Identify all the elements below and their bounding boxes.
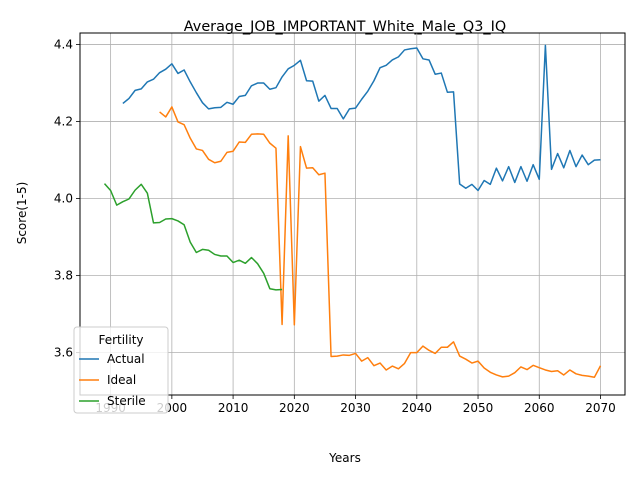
- series-line-actual: [122, 44, 601, 192]
- x-tick-label: 2050: [463, 401, 494, 415]
- x-axis-label: Years: [328, 451, 361, 465]
- grid: [80, 33, 625, 395]
- y-tick-label: 4.4: [54, 38, 73, 52]
- plot-frame: [79, 32, 626, 396]
- y-axis-label: Score(1-5): [15, 182, 29, 245]
- series-line-ideal: [159, 106, 602, 379]
- x-tick-label: 2010: [218, 401, 249, 415]
- series-line-sterile: [103, 183, 283, 291]
- legend-box: [73, 326, 169, 414]
- y-tick-label: 4.2: [54, 115, 73, 129]
- y-tick-label: 3.8: [54, 269, 73, 283]
- x-tick-label: 2040: [402, 401, 433, 415]
- legend-label-ideal: Ideal: [107, 373, 136, 387]
- y-tick-label: 3.6: [54, 346, 73, 360]
- legend-title: Fertility: [98, 333, 143, 347]
- x-tick-label: 2030: [340, 401, 371, 415]
- x-tick-label: 2020: [279, 401, 310, 415]
- x-tick-label: 2070: [585, 401, 616, 415]
- chart-title: Average_JOB_IMPORTANT_White_Male_Q3_IQ: [184, 19, 506, 35]
- legend: Fertility Actual Ideal Sterile: [73, 326, 169, 414]
- legend-label-sterile: Sterile: [107, 394, 146, 408]
- y-tick-label: 4.0: [54, 192, 73, 206]
- series-lines: [103, 44, 602, 379]
- y-axis-ticks: 3.6 3.8 4.0 4.2 4.4: [54, 38, 80, 360]
- x-tick-label: 2060: [524, 401, 555, 415]
- legend-label-actual: Actual: [107, 352, 145, 366]
